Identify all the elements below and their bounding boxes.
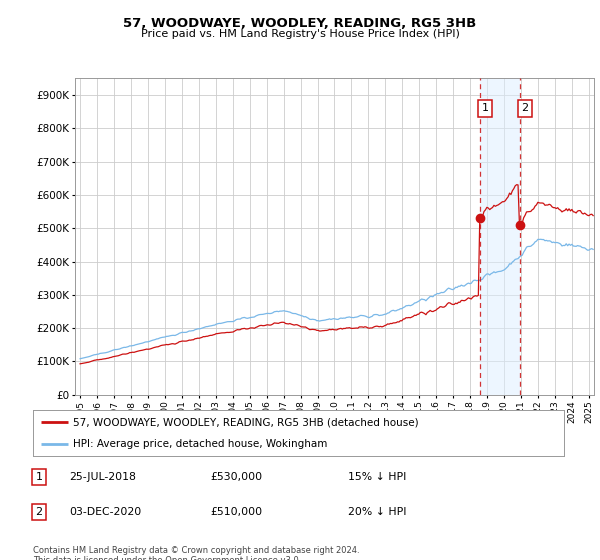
Text: 57, WOODWAYE, WOODLEY, READING, RG5 3HB: 57, WOODWAYE, WOODLEY, READING, RG5 3HB xyxy=(124,17,476,30)
Text: 15% ↓ HPI: 15% ↓ HPI xyxy=(348,472,406,482)
Text: 03-DEC-2020: 03-DEC-2020 xyxy=(69,507,141,517)
Text: 1: 1 xyxy=(35,472,43,482)
Text: £530,000: £530,000 xyxy=(210,472,262,482)
Text: £510,000: £510,000 xyxy=(210,507,262,517)
Text: 25-JUL-2018: 25-JUL-2018 xyxy=(69,472,136,482)
Text: Contains HM Land Registry data © Crown copyright and database right 2024.
This d: Contains HM Land Registry data © Crown c… xyxy=(33,546,359,560)
Text: Price paid vs. HM Land Registry's House Price Index (HPI): Price paid vs. HM Land Registry's House … xyxy=(140,29,460,39)
Text: 2: 2 xyxy=(521,104,529,113)
Text: 57, WOODWAYE, WOODLEY, READING, RG5 3HB (detached house): 57, WOODWAYE, WOODLEY, READING, RG5 3HB … xyxy=(73,417,418,427)
Text: HPI: Average price, detached house, Wokingham: HPI: Average price, detached house, Woki… xyxy=(73,439,327,449)
Bar xyxy=(480,78,520,395)
Text: 20% ↓ HPI: 20% ↓ HPI xyxy=(348,507,407,517)
Text: 1: 1 xyxy=(482,104,489,113)
Text: 2: 2 xyxy=(35,507,43,517)
